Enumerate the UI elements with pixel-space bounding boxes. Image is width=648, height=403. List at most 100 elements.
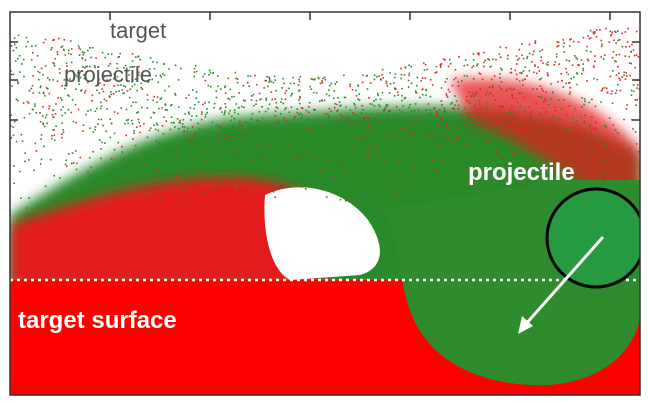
particle: [633, 49, 635, 51]
particle: [594, 60, 596, 62]
particle: [46, 114, 48, 116]
particle: [17, 100, 19, 102]
particle: [437, 112, 439, 114]
particle: [243, 192, 245, 194]
particle: [97, 123, 99, 125]
particle: [263, 159, 265, 161]
particle: [25, 46, 27, 48]
particle: [438, 180, 440, 182]
particle: [19, 71, 21, 73]
particle: [331, 143, 333, 145]
particle: [488, 142, 490, 144]
particle: [400, 152, 402, 154]
particle: [429, 109, 431, 111]
particle: [80, 49, 82, 51]
particle: [446, 195, 448, 197]
particle: [623, 119, 625, 121]
particle: [212, 72, 214, 74]
particle: [216, 90, 218, 92]
particle: [516, 196, 518, 198]
particle: [26, 37, 28, 39]
particle: [275, 79, 277, 81]
particle: [533, 144, 535, 146]
particle: [456, 137, 458, 139]
particle: [148, 176, 150, 178]
particle: [160, 197, 162, 199]
particle: [59, 177, 61, 179]
particle: [433, 108, 435, 110]
particle: [264, 182, 266, 184]
particle: [516, 55, 518, 57]
particle: [355, 107, 357, 109]
particle: [196, 115, 198, 117]
particle: [42, 124, 44, 126]
particle: [524, 97, 526, 99]
particle: [346, 119, 348, 121]
particle: [414, 165, 416, 167]
particle: [335, 185, 337, 187]
particle: [490, 66, 492, 68]
particle: [154, 176, 156, 178]
particle: [195, 139, 197, 141]
particle: [66, 160, 68, 162]
particle: [352, 112, 354, 114]
particle: [283, 83, 285, 85]
particle: [78, 47, 80, 49]
particle: [581, 73, 583, 75]
particle: [574, 127, 576, 129]
particle: [219, 138, 221, 140]
particle: [525, 67, 527, 69]
particle: [62, 106, 64, 108]
particle: [492, 87, 494, 89]
particle: [495, 59, 497, 61]
particle: [156, 101, 158, 103]
particle: [313, 126, 315, 128]
particle: [477, 113, 479, 115]
particle: [37, 71, 39, 73]
particle: [254, 75, 256, 77]
particle: [625, 72, 627, 74]
particle: [482, 78, 484, 80]
particle: [114, 133, 116, 135]
particle: [553, 116, 555, 118]
particle: [449, 130, 451, 132]
particle: [277, 122, 279, 124]
particle: [81, 57, 83, 59]
particle: [458, 56, 460, 58]
particle: [343, 175, 345, 177]
particle: [594, 55, 596, 57]
particle: [548, 104, 550, 106]
particle: [67, 94, 69, 96]
particle: [539, 50, 541, 52]
particle: [379, 106, 381, 108]
particle: [530, 116, 532, 118]
particle: [139, 174, 141, 176]
particle: [316, 92, 318, 94]
particle: [543, 107, 545, 109]
particle: [313, 119, 315, 121]
particle: [391, 184, 393, 186]
particle: [239, 121, 241, 123]
particle: [358, 85, 360, 87]
particle: [634, 55, 636, 57]
particle: [116, 91, 118, 93]
particle: [356, 95, 358, 97]
particle: [177, 118, 179, 120]
particle: [171, 116, 173, 118]
particle: [182, 123, 184, 125]
particle: [456, 166, 458, 168]
particle: [284, 109, 286, 111]
particle: [383, 130, 385, 132]
particle: [175, 94, 177, 96]
particle: [613, 51, 615, 53]
particle: [156, 62, 158, 64]
particle: [468, 101, 470, 103]
particle: [391, 153, 393, 155]
particle: [204, 102, 206, 104]
particle: [214, 188, 216, 190]
particle: [247, 75, 249, 77]
particle: [617, 40, 619, 42]
particle: [576, 166, 578, 168]
particle: [545, 111, 547, 113]
particle: [298, 149, 300, 151]
